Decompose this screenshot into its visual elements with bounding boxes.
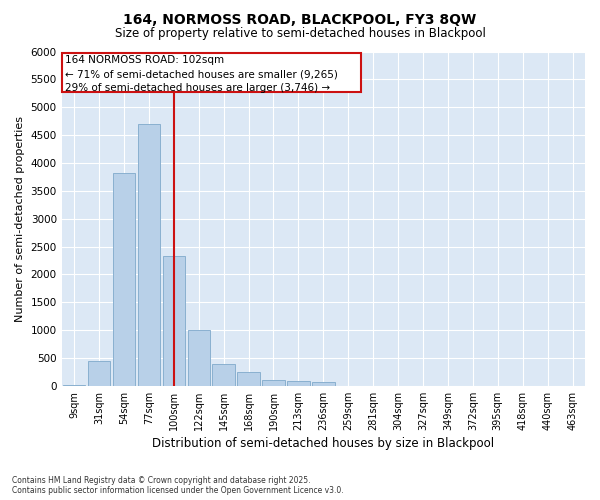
Bar xyxy=(163,256,185,386)
Text: 164 NORMOSS ROAD: 102sqm
← 71% of semi-detached houses are smaller (9,265)
29% o: 164 NORMOSS ROAD: 102sqm ← 71% of semi-d… xyxy=(65,56,338,94)
Text: 164, NORMOSS ROAD, BLACKPOOL, FY3 8QW: 164, NORMOSS ROAD, BLACKPOOL, FY3 8QW xyxy=(124,12,476,26)
Text: Contains HM Land Registry data © Crown copyright and database right 2025.
Contai: Contains HM Land Registry data © Crown c… xyxy=(12,476,344,495)
Bar xyxy=(262,380,285,386)
Bar xyxy=(312,382,335,386)
Bar xyxy=(188,330,210,386)
Bar xyxy=(63,384,85,386)
X-axis label: Distribution of semi-detached houses by size in Blackpool: Distribution of semi-detached houses by … xyxy=(152,437,494,450)
Bar xyxy=(62,52,361,92)
Bar xyxy=(88,360,110,386)
Y-axis label: Number of semi-detached properties: Number of semi-detached properties xyxy=(15,116,25,322)
Bar xyxy=(113,173,135,386)
Bar xyxy=(287,382,310,386)
Bar xyxy=(212,364,235,386)
Text: Size of property relative to semi-detached houses in Blackpool: Size of property relative to semi-detach… xyxy=(115,28,485,40)
Bar xyxy=(238,372,260,386)
Bar xyxy=(137,124,160,386)
